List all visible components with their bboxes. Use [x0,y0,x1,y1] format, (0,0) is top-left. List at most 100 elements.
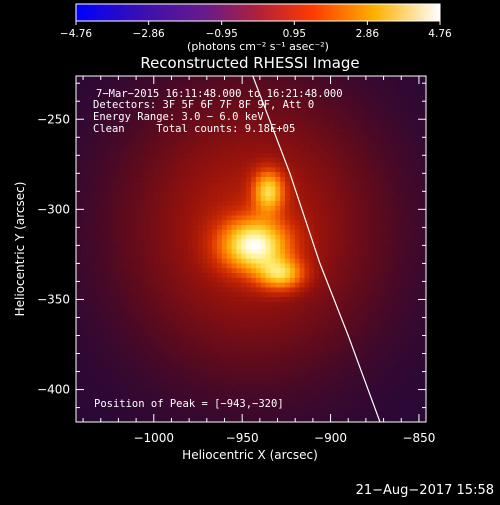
heatmap-cell [217,384,222,389]
heatmap-cell [275,153,280,158]
heatmap-cell [339,244,344,249]
heatmap-cell [100,350,105,355]
heatmap-cell [256,326,261,331]
heatmap-cell [251,158,256,163]
heatmap-cell [329,143,334,148]
heatmap-cell [95,249,100,254]
heatmap-cell [397,143,402,148]
heatmap-cell [207,364,212,369]
heatmap-cell [164,182,169,187]
heatmap-cell [256,278,261,283]
heatmap-cell [295,331,300,336]
heatmap-cell [270,379,275,384]
heatmap-cell [402,360,407,365]
heatmap-cell [149,239,154,244]
heatmap-cell [100,340,105,345]
heatmap-cell [110,292,115,297]
heatmap-cell [407,143,412,148]
heatmap-cell [115,158,120,163]
heatmap-cell [339,235,344,240]
heatmap-cell [295,129,300,134]
heatmap-cell [334,177,339,182]
heatmap-cell [324,384,329,389]
heatmap-cell [270,388,275,393]
heatmap-cell [193,326,198,331]
heatmap-cell [154,235,159,240]
heatmap-cell [76,355,81,360]
heatmap-cell [222,297,227,302]
heatmap-cell [212,206,217,211]
heatmap-cell [324,350,329,355]
heatmap-cell [285,138,290,143]
heatmap-cell [300,143,305,148]
heatmap-cell [382,158,387,163]
heatmap-cell [154,311,159,316]
colorbar-tick-label: −2.86 [133,28,165,40]
heatmap-cell [358,114,363,119]
heatmap-cell [402,196,407,201]
heatmap-cell [105,138,110,143]
heatmap-cell [280,206,285,211]
heatmap-cell [309,76,314,81]
heatmap-cell [115,345,120,350]
heatmap-cell [76,110,81,115]
heatmap-cell [353,134,358,139]
heatmap-cell [324,76,329,81]
heatmap-cell [159,283,164,288]
heatmap-cell [159,138,164,143]
heatmap-cell [280,278,285,283]
heatmap-cell [343,81,348,86]
heatmap-cell [377,182,382,187]
heatmap-cell [91,239,96,244]
heatmap-cell [183,182,188,187]
heatmap-cell [100,384,105,389]
heatmap-cell [173,292,178,297]
heatmap-cell [202,211,207,216]
heatmap-cell [246,187,251,192]
heatmap-cell [348,287,353,292]
heatmap-cell [154,268,159,273]
heatmap-cell [256,211,261,216]
heatmap-cell [392,302,397,307]
heatmap-cell [377,119,382,124]
heatmap-cell [353,398,358,403]
heatmap-cell [392,167,397,172]
heatmap-cell [334,311,339,316]
heatmap-cell [407,119,412,124]
heatmap-cell [290,239,295,244]
heatmap-cell [91,321,96,326]
heatmap-cell [363,393,368,398]
heatmap-cell [397,302,402,307]
heatmap-cell [392,148,397,153]
heatmap-cell [129,388,134,393]
heatmap-cell [202,369,207,374]
heatmap-cell [339,379,344,384]
heatmap-cell [178,172,183,177]
heatmap-cell [256,384,261,389]
heatmap-cell [314,191,319,196]
heatmap-cell [212,191,217,196]
heatmap-cell [353,230,358,235]
heatmap-cell [329,393,334,398]
heatmap-cell [241,167,246,172]
heatmap-cell [81,239,86,244]
heatmap-cell [339,201,344,206]
heatmap-cell [183,292,188,297]
heatmap-cell [232,350,237,355]
heatmap-cell [144,215,149,220]
heatmap-cell [402,302,407,307]
heatmap-cell [295,134,300,139]
heatmap-cell [339,393,344,398]
heatmap-cell [261,268,266,273]
heatmap-cell [324,403,329,408]
heatmap-cell [232,307,237,312]
heatmap-cell [256,230,261,235]
heatmap-cell [407,153,412,158]
heatmap-cell [125,321,130,326]
heatmap-cell [105,215,110,220]
heatmap-cell [270,220,275,225]
heatmap-cell [368,191,373,196]
heatmap-cell [300,158,305,163]
heatmap-cell [236,153,241,158]
heatmap-cell [387,206,392,211]
